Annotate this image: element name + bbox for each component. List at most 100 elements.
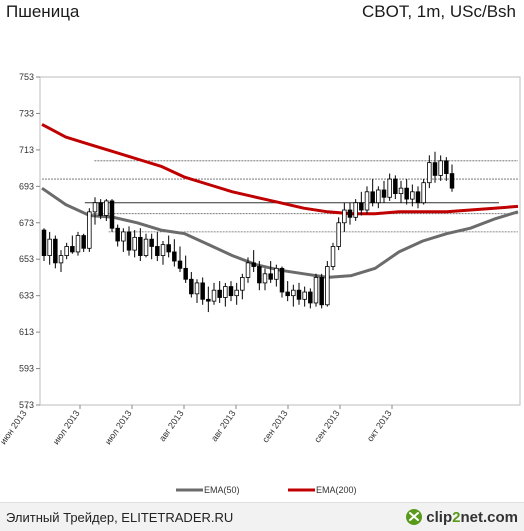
candle-down — [126, 231, 132, 251]
x-tick-label: июл 2013 — [51, 408, 82, 446]
candle-down — [53, 238, 58, 264]
candle-up — [64, 246, 69, 256]
y-tick-label: 613 — [19, 327, 34, 337]
ema200-line — [41, 123, 519, 216]
candle-down — [206, 298, 211, 302]
candle-up — [274, 267, 279, 280]
candle-down — [285, 291, 290, 297]
candle-down — [138, 236, 143, 256]
clip2net-logo[interactable]: clip2net.com — [405, 507, 518, 527]
y-tick-label: 653 — [19, 254, 34, 264]
candle-down — [268, 273, 273, 280]
candle-up — [262, 273, 268, 284]
candle-up — [160, 244, 166, 256]
candle-up — [342, 209, 347, 224]
candle-down — [279, 267, 285, 293]
x-tick-label: июл 2013 — [103, 408, 134, 446]
y-tick-label: 673 — [19, 218, 34, 228]
candle-down — [155, 246, 160, 256]
candle-down — [347, 209, 353, 218]
x-tick-label: окт 2013 — [365, 408, 394, 443]
candle-up — [291, 289, 296, 297]
candle-down — [257, 266, 262, 284]
candle-up — [92, 202, 98, 213]
candle-down — [251, 262, 256, 267]
y-tick-label: 633 — [19, 291, 34, 301]
candle-down — [41, 229, 47, 256]
candle-down — [228, 286, 234, 297]
candle-down — [449, 173, 455, 189]
candle-up — [121, 231, 126, 242]
candle-up — [87, 211, 92, 249]
y-tick-label: 573 — [19, 400, 34, 410]
candle-down — [404, 187, 409, 200]
candle-up — [336, 222, 341, 247]
candle-down — [115, 227, 120, 242]
candle-up — [302, 291, 307, 300]
x-tick-label: июн 2013 — [0, 408, 29, 446]
candle-up — [427, 162, 432, 184]
candle-up — [410, 191, 415, 200]
footer-bar: Элитный Трейдер, ELITETRADER.RU clip2net… — [0, 502, 524, 531]
candle-up — [143, 238, 149, 256]
logo-text: clip2net.com — [426, 508, 518, 526]
y-tick-label: 713 — [19, 145, 34, 155]
candle-down — [183, 267, 188, 280]
x-tick-label: авг 2013 — [157, 408, 186, 443]
candle-up — [245, 262, 251, 278]
candle-down — [98, 202, 103, 216]
y-tick-label: 693 — [19, 181, 34, 191]
candle-up — [223, 286, 228, 298]
candle-up — [194, 282, 200, 295]
footer-credit: Элитный Трейдер, ELITETRADER.RU — [6, 510, 234, 525]
candle-down — [359, 202, 364, 211]
legend-label: EMA(200) — [316, 485, 357, 495]
candle-down — [444, 160, 449, 174]
candle-up — [353, 202, 358, 218]
candle-up — [240, 277, 245, 291]
candle-down — [172, 251, 177, 262]
candle-down — [370, 191, 375, 204]
candle-up — [313, 277, 319, 304]
candle-up — [58, 255, 64, 264]
candle-down — [319, 277, 324, 306]
candle-down — [109, 200, 115, 229]
x-tick-label: авг 2013 — [209, 408, 238, 443]
candle-down — [149, 238, 154, 247]
candle-up — [325, 266, 330, 306]
candle-up — [211, 289, 217, 302]
candle-up — [438, 160, 443, 176]
candle-down — [432, 162, 438, 176]
candle-up — [104, 200, 109, 216]
candle-down — [415, 191, 421, 204]
candle-up — [132, 236, 137, 251]
candle-down — [308, 291, 313, 304]
scissors-icon — [406, 509, 423, 525]
legend-label: EMA(50) — [204, 485, 240, 495]
candle-down — [166, 244, 171, 253]
y-tick-label: 753 — [19, 72, 34, 82]
x-tick-label: сен 2013 — [260, 408, 289, 444]
candle-up — [47, 238, 52, 256]
candle-down — [217, 289, 222, 298]
candle-down — [177, 260, 183, 269]
y-tick-label: 593 — [19, 364, 34, 374]
candle-down — [200, 282, 205, 300]
candle-up — [421, 182, 426, 204]
x-tick-label: сен 2013 — [312, 408, 341, 444]
candle-down — [381, 189, 387, 198]
chart-subtitle: CBOT, 1m, USc/Bsh — [362, 2, 516, 21]
candle-up — [387, 178, 392, 198]
plot-area — [39, 76, 521, 406]
candle-down — [189, 278, 194, 295]
candle-down — [393, 178, 398, 195]
y-tick-label: 733 — [19, 108, 34, 118]
candle-up — [376, 189, 381, 204]
candle-down — [81, 235, 86, 249]
candle-down — [296, 289, 302, 300]
candle-up — [398, 187, 404, 195]
candle-up — [75, 235, 81, 253]
candle-up — [364, 191, 370, 211]
candle-up — [330, 246, 336, 267]
